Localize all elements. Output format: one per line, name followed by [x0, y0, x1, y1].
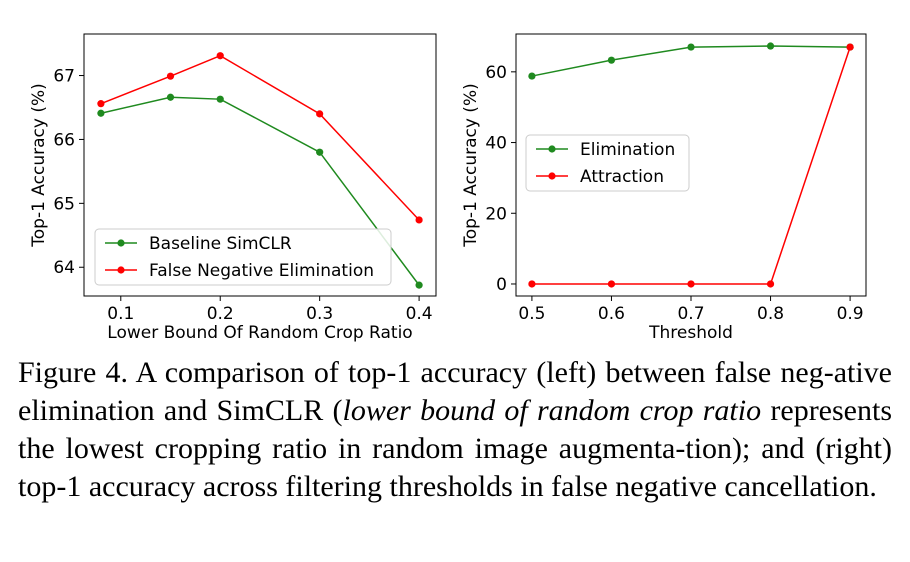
data-point — [766, 42, 775, 50]
x-tick-label: 0.2 — [207, 304, 234, 324]
data-point — [166, 72, 175, 80]
data-point — [97, 100, 105, 108]
legend-marker — [117, 266, 125, 274]
x-tick-label: 0.1 — [107, 304, 134, 324]
legend-label: Attraction — [580, 167, 664, 187]
legend-label: Elimination — [580, 140, 675, 160]
data-point — [166, 93, 175, 101]
data-point — [687, 43, 695, 51]
x-tick-label: 0.7 — [677, 304, 704, 324]
caption-lead: Figure 4. A comparison of top-1 accuracy… — [18, 356, 892, 427]
data-point — [216, 95, 224, 103]
x-tick-label: 0.4 — [406, 304, 433, 324]
y-tick-label: 20 — [485, 204, 507, 224]
data-point — [316, 110, 324, 118]
data-point — [528, 280, 536, 288]
x-axis-label: Threshold — [648, 323, 733, 343]
figure-caption: Figure 4. A comparison of top-1 accuracy… — [18, 354, 892, 506]
x-tick-label: 0.3 — [306, 304, 333, 324]
legend-box — [94, 228, 392, 286]
legend-marker — [548, 145, 556, 153]
x-tick-label: 0.8 — [757, 304, 784, 324]
y-tick-label: 40 — [485, 134, 507, 154]
data-point — [97, 109, 105, 117]
x-tick-label: 0.6 — [598, 304, 625, 324]
data-point — [607, 280, 616, 288]
legend-label: Baseline SimCLR — [149, 234, 292, 254]
y-tick-label: 65 — [53, 194, 75, 214]
legend-marker — [548, 172, 556, 180]
data-point — [766, 280, 775, 288]
data-point — [687, 280, 695, 288]
y-tick-label: 67 — [53, 67, 75, 87]
x-axis-label: Lower Bound Of Random Crop Ratio — [107, 323, 412, 343]
y-tick-label: 66 — [53, 130, 75, 150]
y-axis-label: Top-1 Accuracy (%) — [461, 83, 481, 247]
data-point — [216, 52, 224, 60]
series-line-2 — [100, 54, 420, 221]
legend-label: False Negative Elimination — [149, 261, 374, 281]
y-tick-label: 0 — [496, 275, 507, 295]
y-tick-label: 60 — [485, 63, 507, 83]
data-point — [415, 216, 423, 224]
left-chart: 0.1 0.2 0.3 0.4 64 65 66 67 Lower Bound Of Rando… — [29, 33, 437, 343]
plot-frame — [83, 33, 437, 297]
right-chart: 0.5 0.6 0.7 0.8 0.9 0 20 40 60 Threshold Top-1 Acc… — [461, 33, 867, 343]
data-point — [846, 43, 854, 51]
figure-charts: 0.1 0.2 0.3 0.4 64 65 66 67 Lower Bound Of Rando… — [29, 33, 867, 343]
y-axis-label: Top-1 Accuracy (%) — [29, 83, 49, 247]
legend-marker — [117, 239, 125, 247]
data-point — [316, 148, 324, 156]
y-tick-label: 64 — [53, 258, 75, 278]
x-tick-label: 0.9 — [837, 304, 864, 324]
data-point — [415, 281, 423, 289]
caption-tail: represents the lowest cropping ratio in … — [18, 394, 892, 503]
caption-italic: lower bound of random crop ratio — [342, 394, 762, 427]
data-point — [528, 72, 536, 80]
x-tick-label: 0.5 — [518, 304, 545, 324]
data-point — [607, 56, 616, 64]
